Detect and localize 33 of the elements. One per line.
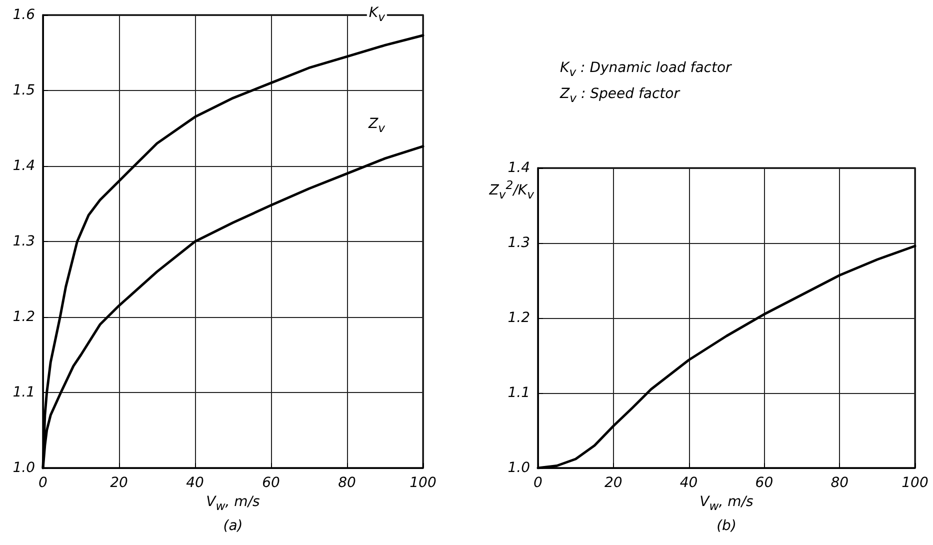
y-tick-label: 1.2 bbox=[12, 309, 36, 325]
x-tick-label: 100 bbox=[902, 475, 928, 491]
x-tick-label: 20 bbox=[110, 475, 128, 491]
x-tick-label: 20 bbox=[604, 475, 622, 491]
y-tick-label: 1.1 bbox=[508, 385, 530, 401]
series-label: K$_{v}$ bbox=[366, 5, 387, 24]
text: (a) bbox=[223, 518, 243, 535]
y-tick-label: 1.4 bbox=[508, 160, 530, 176]
y-tick-label: 1.3 bbox=[508, 235, 530, 251]
y-tick-label: 1.6 bbox=[12, 7, 36, 23]
x-axis-title: V$_{w}$, m/s bbox=[700, 494, 754, 513]
text: K$_{v}$ : Dynamic load factor bbox=[560, 60, 732, 79]
y-tick-label: 1.1 bbox=[12, 384, 35, 400]
x-tick-label: 100 bbox=[410, 475, 436, 491]
series-label: Z$_{v}$ bbox=[366, 116, 387, 136]
text: (b) bbox=[716, 518, 736, 535]
y-tick-label: 1.5 bbox=[12, 82, 36, 98]
x-tick-label: 60 bbox=[262, 475, 280, 491]
y-tick-label: 1.0 bbox=[12, 460, 36, 476]
y-tick-label: 1.0 bbox=[508, 460, 530, 476]
x-tick-label: 40 bbox=[680, 475, 698, 491]
y-axis-title: Z$_{v}$$^{2}$/K$_{v}$ bbox=[489, 178, 534, 202]
x-tick-label: 60 bbox=[755, 475, 774, 491]
x-tick-label: 80 bbox=[830, 475, 849, 491]
y-tick-label: 1.4 bbox=[12, 158, 35, 174]
x-axis-title: V$_{w}$, m/s bbox=[206, 494, 260, 513]
x-tick-label: 0 bbox=[38, 475, 48, 491]
x-tick-label: 0 bbox=[534, 475, 543, 491]
x-tick-label: 80 bbox=[338, 475, 356, 491]
x-tick-label: 40 bbox=[186, 475, 204, 491]
y-tick-label: 1.3 bbox=[12, 234, 35, 250]
y-tick-label: 1.2 bbox=[508, 310, 530, 326]
text: Z$_{v}$ : Speed factor bbox=[560, 86, 680, 105]
